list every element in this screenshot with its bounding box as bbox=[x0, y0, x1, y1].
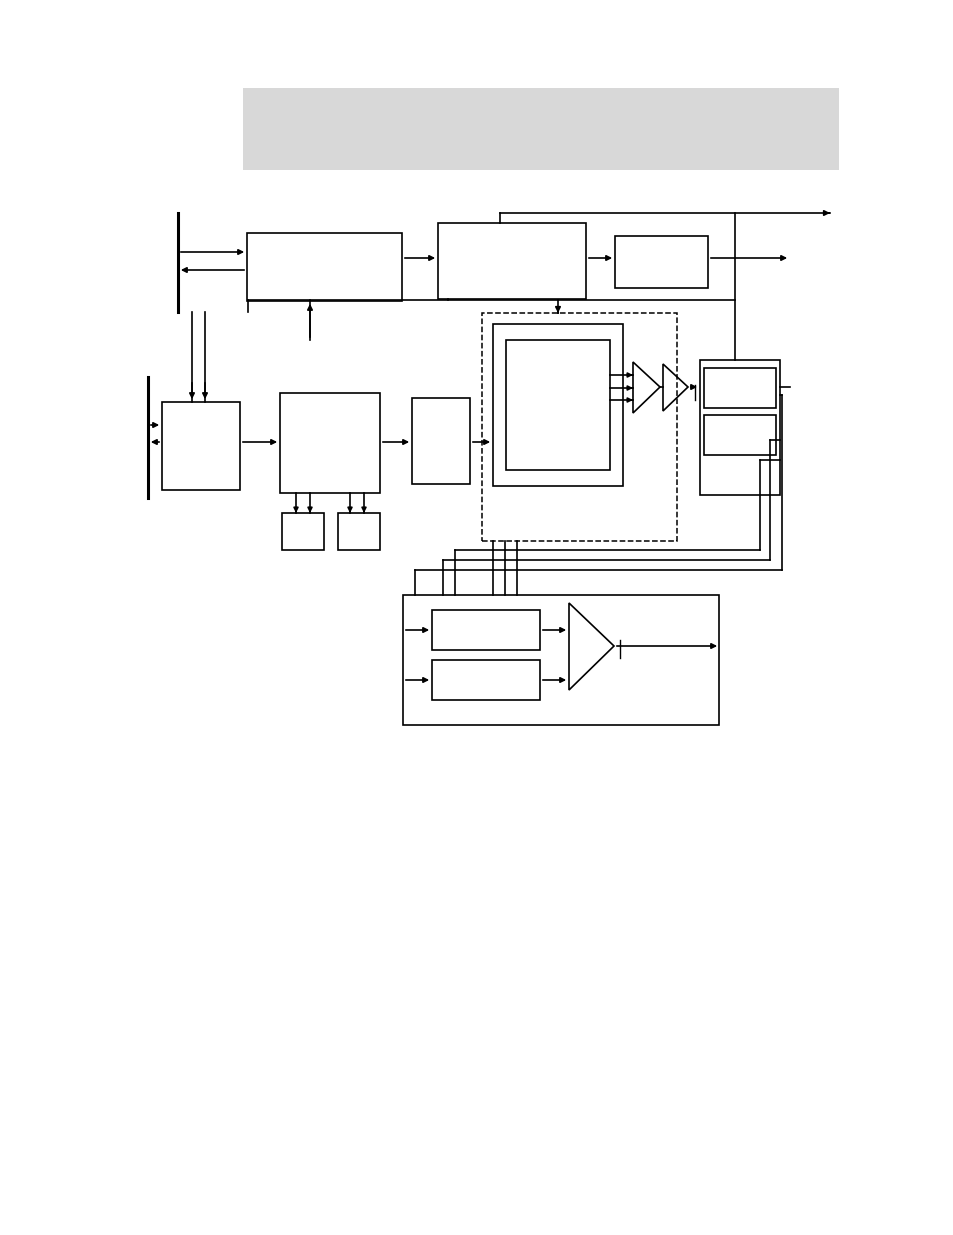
Bar bbox=[280, 393, 379, 493]
Bar bbox=[437, 224, 585, 299]
Bar bbox=[402, 595, 719, 725]
Bar bbox=[337, 513, 379, 550]
Bar bbox=[493, 324, 622, 487]
Bar bbox=[432, 659, 539, 700]
Bar bbox=[243, 88, 838, 170]
Bar bbox=[481, 312, 677, 541]
Bar bbox=[162, 403, 240, 490]
Bar bbox=[700, 359, 780, 495]
Bar bbox=[505, 340, 609, 471]
Bar bbox=[703, 415, 775, 454]
Bar bbox=[432, 610, 539, 650]
Bar bbox=[703, 368, 775, 408]
Bar bbox=[247, 233, 401, 301]
Bar bbox=[615, 236, 707, 288]
Bar bbox=[282, 513, 324, 550]
Bar bbox=[412, 398, 470, 484]
